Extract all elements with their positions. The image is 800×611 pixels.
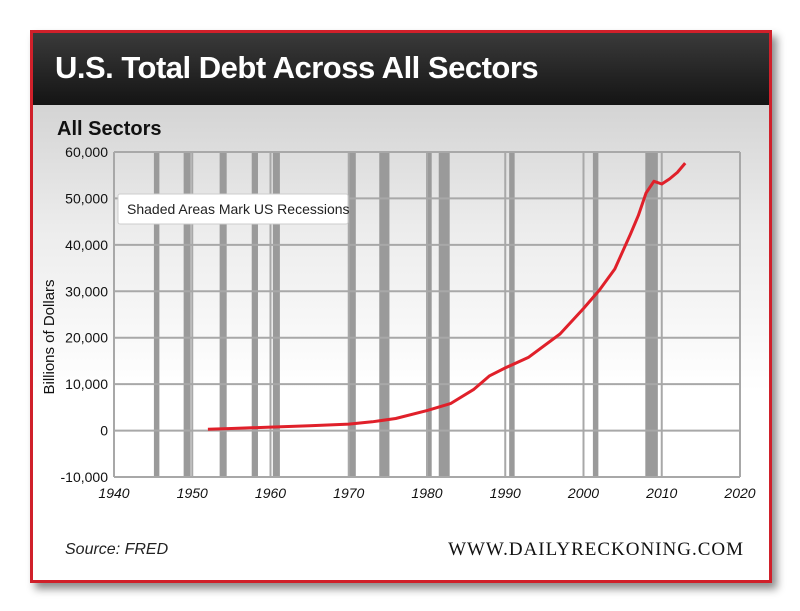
y-tick-label: 40,000 [65,237,108,253]
x-tick-label: 1940 [98,485,129,501]
recession-band [509,152,515,477]
recession-band [379,152,390,477]
recession-band [219,152,227,477]
recession-band [592,152,599,477]
y-tick-label: -10,000 [61,469,109,485]
y-tick-label: 60,000 [65,144,108,160]
recession-band [153,152,160,477]
y-tick-label: 10,000 [65,376,108,392]
chart-title: U.S. Total Debt Across All Sectors [55,50,539,85]
chart-card: U.S. Total Debt Across All Sectors All S… [30,30,772,583]
x-tick-label: 1970 [333,485,364,501]
x-tick-label: 2020 [723,485,755,501]
website-label: WWW.DAILYRECKONING.COM [448,539,744,560]
annotation-text: Shaded Areas Mark US Recessions [127,201,350,217]
recession-band [438,152,450,477]
line-chart: All Sectors -10,000 0 10,000 20,000 30,000 40… [41,118,756,501]
axis-ticks: -10,000 0 10,000 20,000 30,000 40,000 50,000 60… [61,144,756,501]
recession-band [183,152,191,477]
x-tick-label: 2010 [645,485,677,501]
y-tick-label: 0 [100,423,108,439]
x-tick-label: 2000 [567,485,599,501]
recession-band [251,152,258,477]
recession-bands [153,152,658,477]
y-tick-label: 50,000 [65,190,108,206]
source-label: Source: FRED [65,541,169,558]
series-layer [207,162,687,431]
y-tick-label: 20,000 [65,330,108,346]
x-tick-label: 1960 [255,485,286,501]
recession-band [427,152,432,477]
x-tick-label: 1980 [411,485,442,501]
y-axis-label: Billions of Dollars [41,279,58,394]
recession-band [347,152,356,477]
y-tick-label: 30,000 [65,283,108,299]
recession-band [645,152,658,477]
x-tick-label: 1950 [177,485,208,501]
series-line [207,162,687,431]
x-tick-label: 1990 [490,485,521,501]
title-bar: U.S. Total Debt Across All Sectors [33,33,769,105]
recession-band [272,152,280,477]
chart-subtitle: All Sectors [57,118,161,140]
annotation-box: Shaded Areas Mark US Recessions [117,193,350,225]
